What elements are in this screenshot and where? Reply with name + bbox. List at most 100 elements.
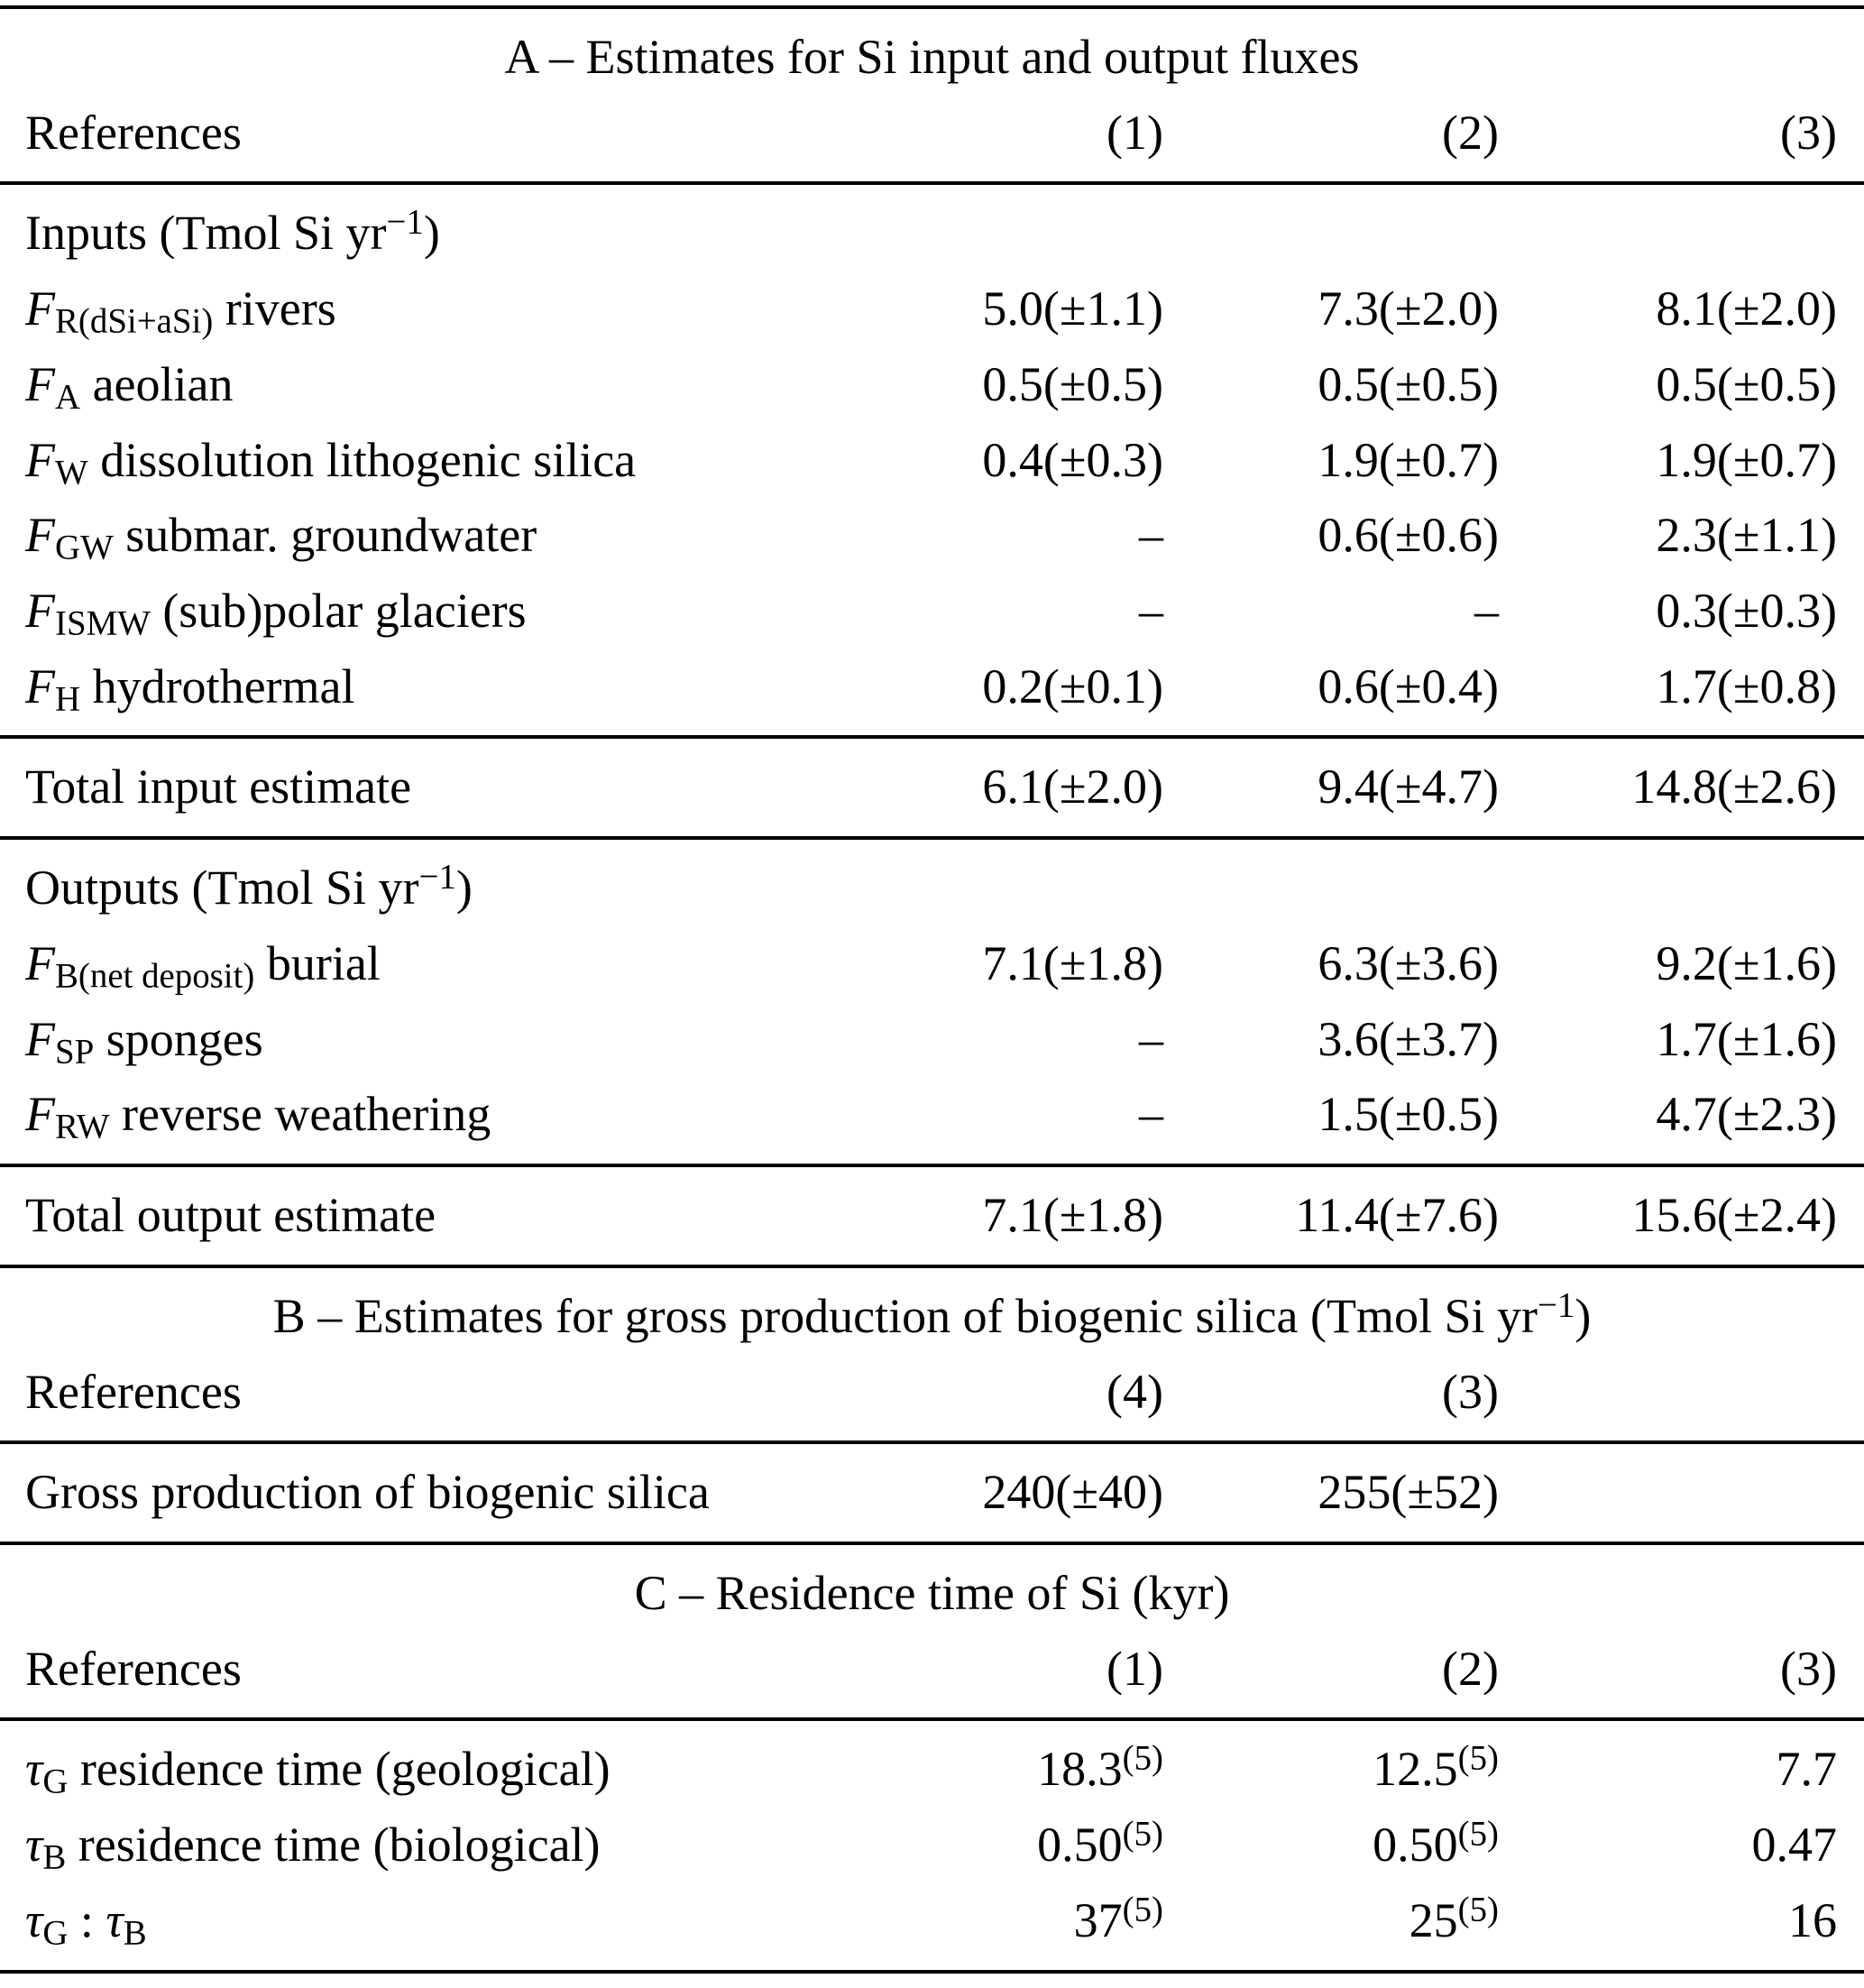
total-output-value: 15.6(±2.4) bbox=[1499, 1165, 1864, 1268]
residence-value: 0.50(5) bbox=[1163, 1808, 1499, 1883]
residence-value: 0.50(5) bbox=[828, 1808, 1163, 1883]
references-label-b: References bbox=[0, 1354, 828, 1445]
gross-production-row: Gross production of biogenic silica 240(… bbox=[0, 1442, 1864, 1545]
ref-col-c-3: (3) bbox=[1499, 1631, 1864, 1722]
flux-value: 0.2(±0.1) bbox=[828, 649, 1163, 740]
flux-value: 8.1(±2.0) bbox=[1656, 281, 1837, 336]
outputs-header-text: Outputs (Tmol Si yr bbox=[25, 861, 419, 916]
flux-value: 6.3(±3.6) bbox=[1318, 935, 1499, 990]
references-label-c: References bbox=[0, 1631, 828, 1722]
ref-col-b-1: (4) bbox=[828, 1354, 1163, 1445]
flux-subscript: RW bbox=[55, 1107, 110, 1146]
section-b-title-row: B – Estimates for gross production of bi… bbox=[0, 1266, 1864, 1355]
section-c-references-row: References (1) (2) (3) bbox=[0, 1631, 1864, 1722]
residence-ref-sup: (5) bbox=[1122, 1814, 1163, 1854]
flux-symbol: F bbox=[25, 658, 55, 713]
total-input-value: 6.1(±2.0) bbox=[828, 737, 1163, 841]
flux-value: 2.3(±1.1) bbox=[1656, 508, 1837, 563]
flux-value: 0.6(±0.6) bbox=[1318, 508, 1499, 563]
outputs-header: Outputs (Tmol Si yr−1) bbox=[0, 838, 1864, 926]
flux-value: – bbox=[1474, 584, 1499, 639]
tau-symbol: τ bbox=[25, 1742, 43, 1797]
flux-value: 0.5(±0.5) bbox=[1656, 356, 1837, 411]
flux-value: 7.1(±1.8) bbox=[982, 935, 1163, 990]
residence-ref-sup: (5) bbox=[1457, 1738, 1499, 1778]
total-input-value: 14.8(±2.6) bbox=[1499, 737, 1864, 841]
total-output-value: 11.4(±7.6) bbox=[1163, 1165, 1499, 1268]
gross-production-value: 255(±52) bbox=[1163, 1442, 1499, 1545]
residence-ref-sup: (5) bbox=[1122, 1738, 1163, 1778]
section-b-references-row: References (4) (3) bbox=[0, 1354, 1864, 1445]
residence-value: 37(5) bbox=[828, 1882, 1163, 1974]
flux-subscript: SP bbox=[55, 1032, 95, 1072]
residence-ref-sup: (5) bbox=[1457, 1814, 1499, 1854]
tau-symbol: τ bbox=[106, 1892, 124, 1947]
ratio-separator: : bbox=[68, 1892, 106, 1947]
ref-col-c-1: (1) bbox=[828, 1631, 1163, 1722]
residence-value: 7.7 bbox=[1499, 1719, 1864, 1808]
flux-value: 0.6(±0.4) bbox=[1163, 649, 1499, 740]
flux-label: FSP sponges bbox=[0, 1002, 828, 1078]
residence-label: τG residence time (geological) bbox=[0, 1719, 828, 1808]
residence-value: 25(5) bbox=[1163, 1882, 1499, 1974]
flux-description: reverse weathering bbox=[109, 1087, 491, 1142]
residence-number: 0.50 bbox=[1037, 1818, 1123, 1873]
total-output-label: Total output estimate bbox=[0, 1165, 828, 1268]
tau-subscript: B bbox=[123, 1913, 147, 1953]
ref-col-b-2: (3) bbox=[1163, 1354, 1499, 1445]
flux-symbol: F bbox=[25, 935, 55, 990]
flux-row-rivers: FR(dSi+aSi) rivers 5.0(±1.1) 7.3(±2.0) 8… bbox=[0, 272, 1864, 347]
outputs-header-close: ) bbox=[455, 861, 473, 916]
section-a-title: A – Estimates for Si input and output fl… bbox=[0, 5, 1864, 96]
flux-value: – bbox=[1139, 584, 1163, 639]
flux-symbol: F bbox=[25, 432, 55, 487]
residence-number: 18.3 bbox=[1037, 1742, 1123, 1797]
flux-value: – bbox=[1139, 508, 1163, 563]
ref-col-c-2: (2) bbox=[1163, 1631, 1499, 1722]
residence-ref-sup: (5) bbox=[1122, 1890, 1163, 1929]
section-a-references-row: References (1) (2) (3) bbox=[0, 95, 1864, 186]
residence-value: 0.47 bbox=[1499, 1808, 1864, 1883]
flux-row-reverse-weathering: FRW reverse weathering – 1.5(±0.5) 4.7(±… bbox=[0, 1077, 1864, 1168]
flux-value: – bbox=[1139, 1011, 1163, 1066]
flux-description: rivers bbox=[213, 281, 336, 336]
ref-col-a-3: (3) bbox=[1499, 95, 1864, 186]
flux-row-hydrothermal: FH hydrothermal 0.2(±0.1) 0.6(±0.4) 1.7(… bbox=[0, 649, 1864, 740]
flux-row-burial: FB(net deposit) burial 7.1(±1.8) 6.3(±3.… bbox=[0, 926, 1864, 1002]
flux-description: dissolution lithogenic silica bbox=[87, 432, 637, 487]
total-input-row: Total input estimate 6.1(±2.0) 9.4(±4.7)… bbox=[0, 737, 1864, 841]
flux-description: hydrothermal bbox=[80, 658, 355, 713]
residence-value: 12.5(5) bbox=[1163, 1719, 1499, 1808]
outputs-header-row: Outputs (Tmol Si yr−1) bbox=[0, 838, 1864, 926]
flux-symbol: F bbox=[25, 281, 55, 336]
section-a-title-row: A – Estimates for Si input and output fl… bbox=[0, 5, 1864, 96]
inputs-header-row: Inputs (Tmol Si yr−1) bbox=[0, 183, 1864, 272]
ref-col-a-2: (2) bbox=[1163, 95, 1499, 186]
tau-subscript: B bbox=[42, 1837, 67, 1877]
total-output-row: Total output estimate 7.1(±1.8) 11.4(±7.… bbox=[0, 1165, 1864, 1268]
residence-row-biological: τB residence time (biological) 0.50(5) 0… bbox=[0, 1808, 1864, 1883]
section-b-title: B – Estimates for gross production of bi… bbox=[0, 1266, 1864, 1355]
inputs-header-close: ) bbox=[423, 206, 440, 261]
flux-label: FH hydrothermal bbox=[0, 649, 828, 740]
residence-ratio-row: τG : τB 37(5) 25(5) 16 bbox=[0, 1882, 1864, 1974]
flux-value: 0.3(±0.3) bbox=[1656, 584, 1837, 639]
flux-symbol: F bbox=[25, 584, 55, 639]
flux-subscript: R(dSi+aSi) bbox=[55, 301, 214, 341]
flux-label: FISMW (sub)polar glaciers bbox=[0, 574, 828, 649]
flux-value: – bbox=[828, 1077, 1163, 1168]
residence-number: 25 bbox=[1409, 1892, 1458, 1947]
residence-number: 0.47 bbox=[1751, 1818, 1838, 1873]
ref-col-a-1: (1) bbox=[828, 95, 1163, 186]
flux-subscript: GW bbox=[55, 528, 114, 567]
flux-value: 1.9(±0.7) bbox=[1656, 432, 1837, 487]
ratio-label: τG : τB bbox=[0, 1882, 828, 1974]
flux-value: 0.4(±0.3) bbox=[982, 432, 1163, 487]
flux-label: FB(net deposit) burial bbox=[0, 926, 828, 1002]
flux-subscript: ISMW bbox=[55, 603, 151, 643]
total-input-label: Total input estimate bbox=[0, 737, 828, 841]
section-b-title-text: B – Estimates for gross production of bi… bbox=[272, 1288, 1538, 1343]
flux-row-sponges: FSP sponges – 3.6(±3.7) 1.7(±1.6) bbox=[0, 1002, 1864, 1078]
residence-number: 7.7 bbox=[1776, 1742, 1838, 1797]
residence-description: residence time (biological) bbox=[66, 1818, 601, 1873]
